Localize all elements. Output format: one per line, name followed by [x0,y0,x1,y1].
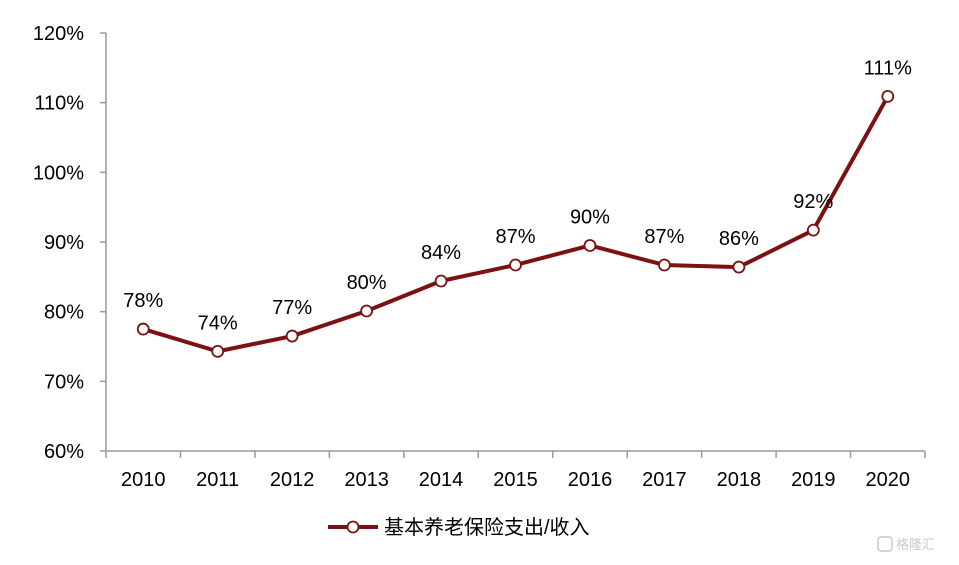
data-label: 84% [421,242,461,264]
x-tick-label: 2015 [493,469,538,491]
data-label: 77% [272,297,312,319]
data-label: 111% [864,57,912,79]
y-tick-label: 80% [44,302,84,324]
x-tick-label: 2018 [717,469,762,491]
x-axis-ticks: 2010 2011 2012 2013 2014 2015 2016 2017 2018 2019… [105,451,926,491]
legend: 基本养老保险支出/收入 [328,516,590,539]
data-point-marker [583,239,597,252]
x-tick-label: 2011 [196,469,239,491]
x-tick-label: 2013 [344,469,389,491]
y-tick-label: 100% [33,162,84,184]
data-point-marker [360,304,373,318]
y-tick-label: 60% [44,441,84,463]
y-tick-label: 90% [44,232,84,254]
x-tick-label: 2010 [121,469,166,491]
data-point-marker [285,329,299,343]
data-label: 90% [570,206,610,228]
y-tick-label: 70% [44,371,84,393]
watermark-logo-icon [877,536,893,552]
data-point-marker [434,274,448,288]
data-point-marker [806,223,820,237]
y-tick-label: 120% [33,23,84,45]
data-label: 86% [719,228,759,250]
y-axis-ticks: 60% 70% 80% 90% 100% 110% 120% [33,23,106,463]
data-label: 87% [644,226,684,248]
data-point-marker [881,89,895,103]
x-tick-label: 2016 [568,469,613,491]
x-tick-label: 2020 [866,469,911,491]
y-tick-label: 110% [34,93,84,115]
legend-marker-icon [346,520,360,534]
series-markers [136,89,895,358]
data-point-marker [509,258,522,272]
data-point-marker [211,344,225,358]
x-tick-label: 2014 [419,469,464,491]
x-tick-label: 2017 [642,469,687,491]
data-label: 74% [198,312,238,334]
data-label: 80% [347,272,387,294]
series-line [142,95,890,354]
data-label: 92% [793,191,833,213]
watermark: 格隆汇 [877,536,935,552]
data-labels: 78% 74% 77% 80% 84% 87% 90% 87% 86% 92% 111% [123,57,912,334]
data-point-marker [136,322,150,336]
data-point-marker [732,260,746,274]
legend-label: 基本养老保险支出/收入 [384,516,590,539]
data-point-marker [658,258,671,272]
watermark-text: 格隆汇 [896,537,935,552]
data-label: 78% [123,290,163,312]
x-tick-label: 2019 [791,469,836,491]
data-label: 87% [495,226,535,248]
x-tick-label: 2012 [270,469,315,491]
